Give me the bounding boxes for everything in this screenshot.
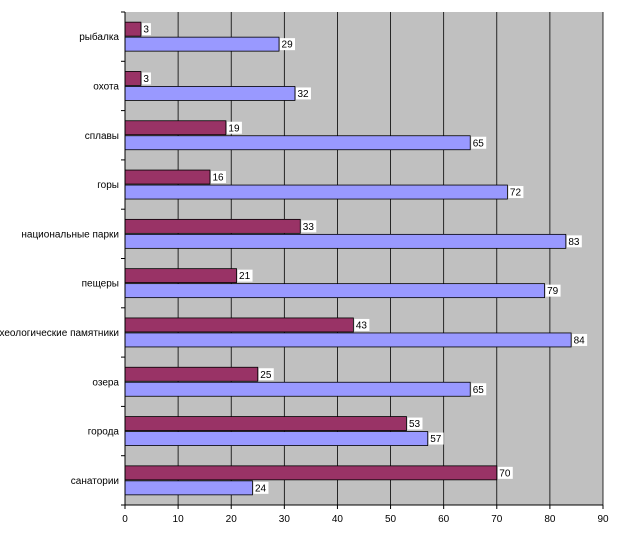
x-tick-label-50: 50 [385,514,397,525]
x-tick-label-30: 30 [279,514,291,525]
x-tick-label-0: 0 [122,514,128,525]
data-label-bg-s2-3 [471,136,487,149]
data-label-s1-8: 25 [260,370,272,381]
data-label-bg-s1-4 [210,171,226,184]
data-label-s1-4: 16 [212,173,224,184]
data-label-s2-9: 57 [430,434,442,445]
data-label-bg-s2-4 [508,186,524,199]
y-axis: рыбалка охота сплавы горы национальные парки… [0,11,126,506]
category-label-2: охота [93,81,119,92]
data-label-s1-3: 19 [228,123,240,134]
data-label-bg-s2-2 [295,87,311,100]
data-label-s2-1: 29 [282,40,294,51]
data-label-bg-s1-9 [407,417,423,430]
data-label-s2-4: 72 [510,188,522,199]
bar-s1-8 [124,366,259,382]
x-tick-label-10: 10 [173,514,185,525]
bar-s2-3 [124,135,471,151]
bar-s1-10 [124,465,498,481]
data-label-bg-s2-7 [572,333,588,346]
data-label-bg-s2-1 [280,38,296,51]
data-label-s2-8: 65 [473,385,485,396]
data-label-s1-10: 70 [499,468,511,479]
category-label-3: сплавы [85,131,119,142]
data-label-bg-s1-7 [354,318,370,331]
bar-s2-4 [124,184,508,200]
x-tick-label-40: 40 [332,514,344,525]
data-label-s1-9: 53 [409,419,421,430]
bar-s1-5 [124,218,301,234]
data-label-s2-3: 65 [473,138,485,149]
bar-s1-2 [124,71,142,86]
bar-s1-7 [124,317,354,333]
x-tick-label-80: 80 [544,514,556,525]
x-tick-label-90: 90 [597,514,609,525]
plot-area [125,12,603,505]
data-label-bg-s2-9 [428,432,444,445]
x-tick-label-60: 60 [438,514,450,525]
data-label-s2-5: 83 [568,237,580,248]
bar-s1-9 [124,416,407,431]
bar-s2-10 [124,480,253,496]
bar-s1-3 [124,120,227,136]
data-label-bg-s1-10 [497,466,513,479]
data-label-bg-s1-3 [226,121,242,134]
data-label-s1-5: 33 [303,222,315,233]
data-label-bg-s2-8 [471,383,487,396]
bar-s2-6 [124,283,545,299]
x-tick-label-70: 70 [491,514,503,525]
data-label-bg-s1-5 [301,220,317,233]
bar-s1-4 [124,169,211,185]
data-label-bg-s1-8 [258,368,274,381]
bar-s2-7 [124,332,572,348]
x-tick-label-20: 20 [226,514,238,525]
data-label-bg-s1-2 [141,72,151,85]
data-label-s2-10: 24 [255,483,267,494]
category-label-5: национальные парки [21,229,119,240]
data-label-bg-s2-6 [545,284,561,297]
category-label-6: пещеры [82,279,119,290]
x-axis: 0 10 20 30 40 50 60 70 80 90 [122,504,609,525]
bar-s2-8 [124,381,471,397]
bar-s2-5 [124,233,567,249]
data-label-s2-2: 32 [297,89,309,100]
data-label-s1-7: 43 [356,320,368,331]
category-label-9: города [88,427,120,438]
data-label-bg-s1-1 [141,23,151,36]
category-label-8: озера [92,377,119,388]
bar-s2-1 [124,36,280,52]
data-label-s1-1: 3 [143,25,149,36]
data-label-bg-s1-6 [237,269,253,282]
data-label-s1-2: 3 [143,74,149,85]
bar-s1-1 [124,21,142,37]
data-label-s1-6: 21 [239,271,251,282]
data-label-s2-7: 84 [574,335,586,346]
bar-s1-6 [124,268,237,284]
data-label-bg-s2-5 [566,235,582,248]
category-label-7: археологические памятники [0,328,119,339]
data-labels: 3 29 3 32 19 65 16 72 33 83 21 79 43 84 25 65 53 57 70 24 [141,23,588,494]
category-label-10: санатории [71,476,119,487]
bar-s2-2 [124,86,296,101]
category-label-4: горы [97,180,119,191]
category-label-1: рыбалка [79,31,119,43]
data-label-s2-6: 79 [547,286,559,297]
data-label-bg-s2-10 [253,481,269,494]
bar-s2-9 [124,431,429,446]
